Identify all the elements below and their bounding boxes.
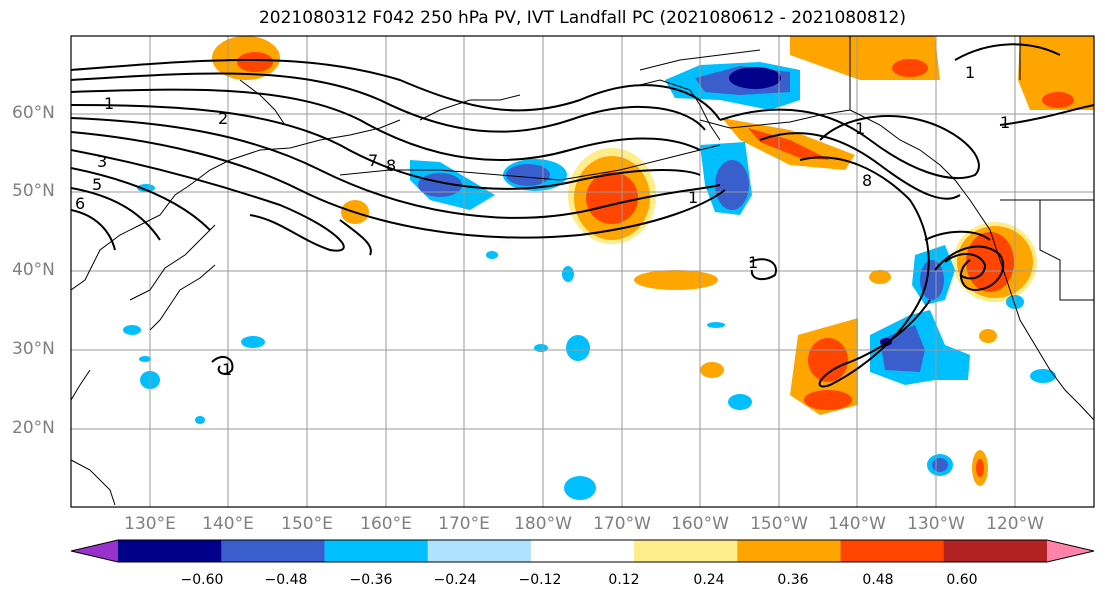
contour-label: 6: [75, 194, 85, 213]
contour-label: 2: [218, 109, 228, 128]
pos-north-east: [790, 36, 1094, 110]
colorbar-box: [737, 540, 842, 562]
map-panel: 1 2 3 5 6 7 8 1 1 1 8 1 1 1: [71, 36, 1094, 507]
colorbar-box: [427, 540, 532, 562]
colorbar-tick: 0.12: [608, 572, 640, 588]
colorbar-tick: 0.24: [693, 572, 725, 588]
lon-label: 170°W: [593, 514, 651, 534]
colorbar-tick: −0.36: [349, 572, 393, 588]
colorbar-tick: 0.60: [946, 572, 978, 588]
colorbar-boxes: [118, 540, 1048, 562]
pos-west-coast: [953, 222, 1037, 302]
lon-label: 140°E: [202, 514, 254, 534]
colorbar-box: [324, 540, 429, 562]
colorbar-box: [943, 540, 1048, 562]
lon-label: 130°W: [907, 514, 965, 534]
lon-label: 160°W: [671, 514, 729, 534]
contour-label: 5: [92, 175, 102, 194]
contour-label: 1: [1000, 113, 1010, 132]
lat-label: 50°N: [12, 181, 55, 201]
contour-label: 1: [104, 94, 114, 113]
contour-label: 1: [688, 188, 698, 207]
gridlines: [71, 36, 1094, 507]
lat-label: 30°N: [12, 339, 55, 359]
lon-label: 120°W: [986, 514, 1044, 534]
contour-label: 3: [97, 152, 107, 171]
colorbar-tick: 0.36: [777, 572, 809, 588]
colorbar-low-arrow: [71, 540, 118, 562]
colorbar-box: [634, 540, 738, 562]
contour-label: 1: [855, 119, 865, 138]
contour-labels: 1 2 3 5 6 7 8 1 1 1 8 1 1 1: [75, 63, 1010, 379]
colorbar-box: [118, 540, 222, 562]
contour-label: 8: [386, 156, 396, 175]
lon-label: 170°E: [438, 514, 490, 534]
contour-label: 1: [222, 360, 232, 379]
lat-label: 60°N: [12, 103, 55, 123]
coastlines: [71, 36, 1094, 506]
colorbar-tick: 0.48: [862, 572, 894, 588]
lon-label: 140°W: [828, 514, 886, 534]
neg-alaska: [665, 62, 800, 110]
lat-label: 20°N: [12, 418, 55, 438]
colorbar-box: [221, 540, 325, 562]
contour-label: 7: [368, 151, 378, 170]
lon-label: 150°W: [750, 514, 808, 534]
colorbar-box: [840, 540, 945, 562]
colorbar-tick: −0.12: [518, 572, 562, 588]
map-border: [70, 35, 1095, 508]
contour-label: 1: [965, 63, 975, 82]
neg-east-subtropic: [870, 245, 970, 385]
contour-label: 1: [748, 253, 758, 272]
colorbar-box: [530, 540, 635, 562]
colorbar-tick: −0.24: [433, 572, 477, 588]
pos-subtropic: [790, 318, 858, 415]
lon-label: 160°E: [360, 514, 412, 534]
pv-contours: [71, 43, 1094, 388]
colorbar-high-arrow: [1047, 540, 1094, 562]
colorbar-tick: −0.60: [180, 572, 224, 588]
lat-label: 40°N: [12, 260, 55, 280]
colorbar-tick: −0.48: [264, 572, 308, 588]
lon-label: 180°W: [514, 514, 572, 534]
chart-title: 2021080312 F042 250 hPa PV, IVT Landfall…: [258, 8, 906, 28]
pos-mid-pacific: [634, 270, 718, 290]
negative-anomalies: [123, 62, 1056, 500]
contour-label: 8: [862, 171, 872, 190]
lon-label: 150°E: [281, 514, 333, 534]
lon-label: 130°E: [124, 514, 176, 534]
colorbar: [70, 539, 1095, 563]
